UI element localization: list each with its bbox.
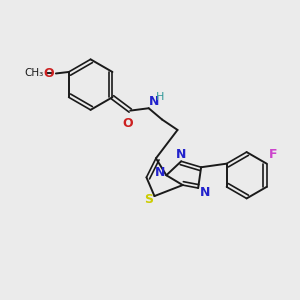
Text: H: H — [156, 92, 164, 102]
Text: F: F — [269, 148, 278, 161]
Text: CH₃: CH₃ — [25, 68, 44, 78]
Text: O: O — [123, 117, 133, 130]
Text: N: N — [149, 94, 160, 108]
Text: O: O — [43, 67, 53, 80]
Text: S: S — [145, 193, 154, 206]
Text: N: N — [154, 167, 165, 179]
Text: N: N — [176, 148, 186, 161]
Text: N: N — [200, 186, 210, 199]
